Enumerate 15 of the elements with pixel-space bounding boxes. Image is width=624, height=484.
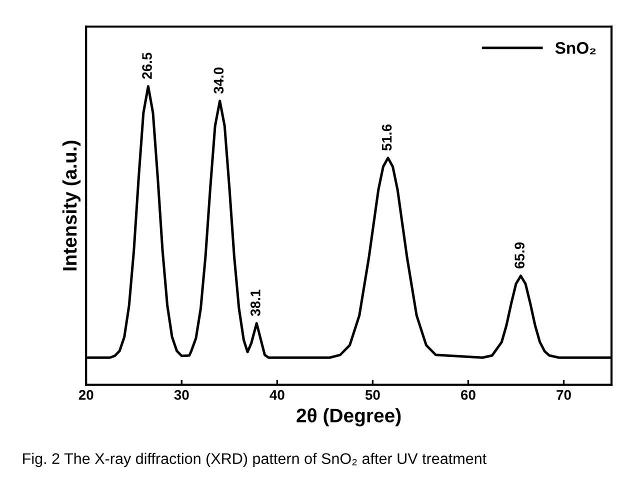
- annotation: 51.6: [382, 124, 392, 151]
- x-axis-title: 2θ (Degree): [296, 408, 401, 426]
- x-tick-label: 70: [556, 390, 571, 400]
- annotation: 38.1: [250, 290, 260, 316]
- annotation: 65.9: [514, 242, 524, 268]
- x-tick-label: 50: [365, 390, 380, 400]
- annotation: 34.0: [214, 68, 224, 94]
- annotation: 26.5: [142, 52, 152, 79]
- x-tick-label: 20: [78, 390, 94, 400]
- caption: Fig. 2 The X-ray diffraction (XRD) pattern of SnO₂ after UV treatment: [23, 452, 486, 468]
- legend-label: SnO₂: [555, 42, 596, 54]
- x-tick-label: 60: [461, 390, 476, 400]
- x-tick-label: 30: [174, 390, 189, 400]
- x-tick-label: 40: [270, 390, 284, 400]
- y-axis-title: Intensity (a.u.): [62, 140, 81, 270]
